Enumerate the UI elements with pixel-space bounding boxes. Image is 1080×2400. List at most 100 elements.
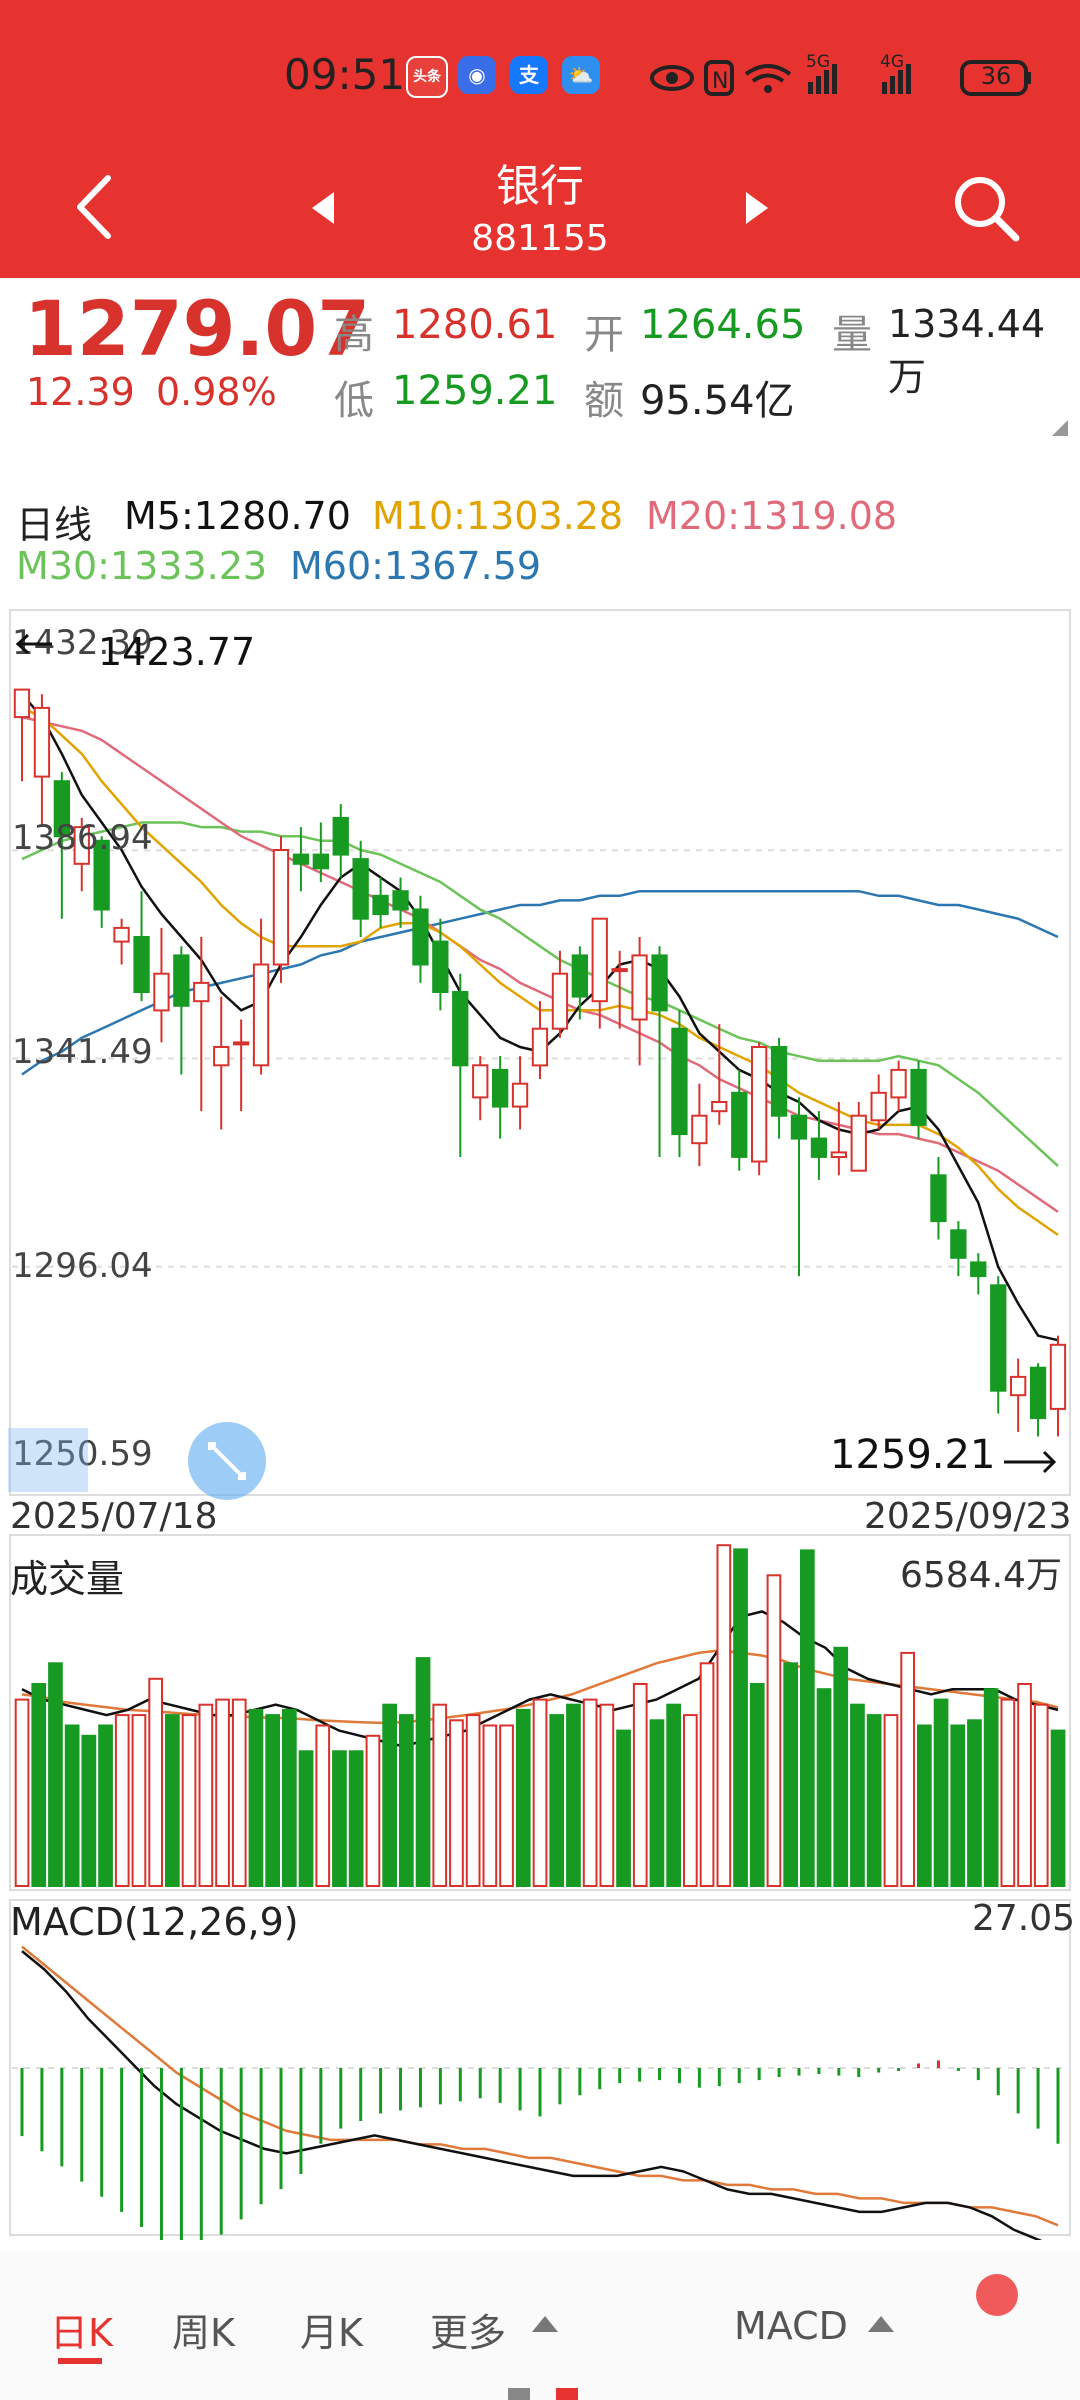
volume-title: 成交量 [10,1557,125,1601]
candle [850,1114,867,1172]
ma5-legend: M5:1280.70 [124,494,351,538]
candle [1010,1375,1027,1397]
amount-value: 95.54亿 [640,378,795,424]
candle [93,839,110,911]
volume-bar [783,1662,798,1888]
expand-corner-icon[interactable] [1052,420,1068,436]
candle [1049,1343,1067,1410]
candle [531,1027,549,1067]
network-4g-label: 4G [880,52,904,72]
candle [472,1064,489,1099]
volume-bar [315,1724,331,1887]
candle [711,1101,728,1113]
ma20-legend: M20:1319.08 [646,494,898,538]
volume-bar [48,1662,63,1888]
prev-stock-icon[interactable] [308,188,338,228]
candle [810,1137,828,1158]
candle [671,1027,688,1136]
candle [990,1284,1007,1392]
min-arrow-icon [1004,1450,1057,1474]
volume-bar [549,1714,565,1887]
candle [53,780,71,838]
volume-bar [582,1698,598,1887]
volume-ma5-line [21,1610,1059,1748]
volume-bar [432,1703,448,1887]
back-icon[interactable] [70,172,120,242]
macd-max-label: 27.05 [972,1898,1076,1939]
high-value: 1280.61 [392,302,558,348]
volume-bar [967,1719,982,1888]
volume-bar [348,1750,364,1888]
svg-text:N: N [712,69,728,94]
candle [432,940,449,994]
tab-more[interactable]: 更多 [430,2311,507,2355]
eye-icon [650,65,694,91]
volume-bar [265,1714,280,1887]
volume-bar [649,1719,665,1888]
indicator-select[interactable]: MACD [734,2304,848,2348]
volume-bar [699,1662,715,1888]
volume-bar [365,1734,381,1888]
max-price-label: 1423.77 [98,630,256,674]
amount-label: 额 [584,378,624,424]
candle [691,1114,708,1145]
candle [292,853,310,865]
tab-day-underline [58,2358,102,2364]
volume-bar [917,1724,932,1887]
volume-bar [282,1708,297,1888]
volume-bar [1050,1729,1066,1887]
tab-week-k[interactable]: 周K [172,2311,235,2355]
low-label: 低 [334,378,374,424]
tab-month-k[interactable]: 月K [300,2311,363,2355]
candle [312,853,330,870]
macd-title: MACD(12,26,9) [10,1900,299,1944]
candle [252,963,270,1067]
volume-bar [866,1714,882,1887]
candle [372,894,389,916]
candle [492,1068,509,1108]
volume-bar [933,1698,949,1887]
volume-bar [248,1708,264,1888]
wifi-icon [744,64,792,93]
indicator-caret-icon [868,2316,894,2332]
volume-max-label: 6584.4万 [900,1555,1062,1596]
period-label: 日线 [16,503,93,547]
candle [113,926,130,943]
price-change: 12.39 [26,370,135,414]
search-icon[interactable] [950,172,1022,244]
candle [910,1068,927,1126]
app-header [0,0,1080,278]
candle [870,1091,887,1122]
volume-bar [449,1719,464,1888]
kline-chart[interactable] [0,600,1080,2240]
volume-value: 1334.44万 [888,302,1046,399]
fullscreen-button[interactable] [188,1422,266,1500]
max-arrow-icon [15,633,52,655]
app-icon-2: ◉ [458,56,496,94]
candle [830,1151,848,1159]
y-tick-4: 1296.04 [12,1246,153,1286]
volume-bar [215,1698,230,1887]
min-price-label: 1259.21 [830,1432,996,1478]
candle [13,688,31,719]
volume-bar [1033,1703,1049,1887]
notification-dot[interactable] [976,2274,1018,2316]
open-value: 1264.65 [640,302,806,348]
signal-4g-icon [882,64,911,94]
candle [551,972,569,1030]
next-stock-icon[interactable] [742,188,772,228]
volume-bar [231,1698,247,1887]
volume-bar [800,1549,815,1888]
tab-day-k[interactable]: 日K [50,2311,113,2355]
candle [591,917,608,1003]
volume-bar [31,1683,47,1887]
page-title: 银行 [496,161,584,212]
stock-code: 881155 [471,218,609,259]
battery-icon [960,60,1031,96]
volume-bar [983,1688,999,1887]
candle [890,1068,907,1099]
more-caret-icon [532,2316,558,2332]
candle [452,991,469,1067]
candle [412,908,429,966]
candle [193,981,210,1003]
